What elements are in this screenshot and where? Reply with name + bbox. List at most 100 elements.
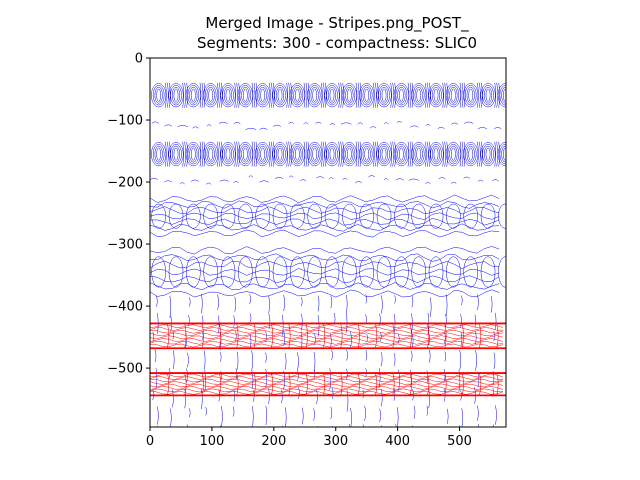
blue-contour-oval — [151, 142, 167, 167]
blue-contour-segment — [474, 331, 477, 345]
blue-contour-segment — [184, 388, 186, 409]
blue-contour-oval — [393, 142, 409, 167]
blue-contour-oval — [468, 88, 474, 102]
blue-contour-oval — [393, 83, 409, 108]
blue-contour-wave — [150, 268, 500, 276]
blue-contour-oval — [255, 203, 270, 229]
blue-contour-oval — [243, 88, 248, 102]
blue-contour-oval — [342, 203, 357, 229]
blue-contour-line — [340, 82, 342, 108]
blue-contour-oval — [451, 88, 456, 102]
blue-contour-oval — [239, 143, 252, 165]
blue-contour-line — [234, 82, 236, 108]
blue-contour-oval — [449, 145, 458, 163]
blue-contour-line — [323, 141, 325, 167]
blue-contour-oval — [272, 142, 288, 167]
blue-contour-oval — [466, 86, 475, 104]
blue-contour-line — [390, 141, 392, 167]
blue-contour-oval — [272, 83, 288, 108]
blue-contour-segment — [426, 405, 429, 416]
blue-contour-oval — [431, 86, 441, 104]
blue-contour-line — [236, 141, 238, 167]
blue-contour-oval — [501, 86, 506, 104]
blue-contour-segment — [316, 389, 318, 404]
blue-contour-oval — [312, 88, 318, 102]
blue-contour-oval — [220, 142, 236, 167]
x-tick-label: 300 — [323, 434, 348, 449]
blue-contour-line — [184, 82, 186, 108]
blue-contour-segment — [217, 294, 219, 310]
blue-contour-segment — [265, 331, 267, 342]
blue-contour-band-2 — [151, 121, 502, 130]
blue-contour-oval — [206, 86, 215, 104]
blue-contour-segment — [281, 389, 283, 404]
blue-contour-line — [357, 141, 360, 167]
blue-contour-oval — [463, 256, 478, 288]
blue-contour-segment — [492, 424, 495, 427]
blue-contour-segment — [381, 295, 383, 314]
blue-contour-line — [442, 82, 444, 108]
blue-contour-line — [201, 82, 204, 108]
blue-contour-oval — [399, 147, 404, 161]
blue-contour-oval — [225, 147, 231, 161]
blue-contour-segment — [364, 405, 366, 421]
blue-contour-segment — [317, 314, 320, 337]
blue-contour-oval — [451, 147, 456, 161]
blue-contour-segment — [169, 295, 172, 318]
red-contour-divider — [219, 372, 222, 396]
blue-contour-segment — [378, 368, 381, 388]
blue-contour-oval — [394, 256, 409, 288]
y-tick-label: −400 — [107, 300, 143, 315]
blue-contour-oval — [241, 145, 250, 163]
red-contour-divider — [323, 372, 326, 396]
blue-contour-dash — [342, 177, 348, 180]
blue-contour-segment — [185, 332, 187, 349]
blue-contour-oval — [156, 88, 161, 102]
blue-contour-dash — [233, 181, 239, 184]
blue-contour-oval — [430, 143, 442, 165]
y-tick-label: 0 — [135, 52, 143, 67]
blue-contour-segment — [379, 313, 381, 326]
blue-contour-dash — [329, 123, 336, 126]
blue-contour-oval — [497, 83, 506, 108]
blue-contour-oval — [154, 145, 163, 163]
blue-contour-oval — [289, 142, 305, 167]
blue-contour-line — [286, 82, 288, 108]
blue-contour-oval — [203, 83, 219, 108]
blue-contour-oval — [381, 147, 387, 161]
blue-contour-line — [251, 141, 254, 167]
blue-contour-dash — [410, 125, 419, 128]
blue-contour-dash — [369, 126, 377, 129]
blue-contour-oval — [397, 86, 406, 104]
red-contour-band-0 — [150, 322, 506, 350]
blue-contour-segment — [283, 294, 285, 312]
red-contour-line — [150, 378, 503, 383]
blue-contour-line — [338, 141, 340, 167]
blue-contour-segment — [170, 408, 172, 427]
blue-contour-line — [340, 141, 342, 167]
blue-contour-dash — [451, 122, 459, 125]
blue-contour-oval — [414, 86, 423, 104]
blue-contour-line — [182, 141, 184, 167]
red-contour-divider — [461, 372, 464, 396]
blue-contour-oval — [308, 143, 321, 165]
blue-contour-oval — [411, 256, 426, 288]
blue-contour-oval — [345, 145, 354, 163]
blue-contour-dash — [164, 124, 173, 127]
blue-contour-oval — [445, 142, 461, 167]
blue-contour-line — [461, 141, 464, 167]
blue-contour-line — [165, 82, 167, 108]
blue-contour-oval — [326, 143, 338, 165]
blue-contour-line — [199, 82, 202, 108]
red-contour-line — [150, 329, 503, 334]
blue-contour-segment — [205, 406, 207, 416]
blue-contour-oval — [501, 145, 506, 163]
blue-contour-segment — [380, 388, 383, 407]
blue-contour-segment — [297, 370, 299, 381]
blue-contour-oval — [411, 83, 427, 108]
blue-contour-segment — [493, 352, 496, 370]
blue-contour-oval — [274, 143, 286, 165]
blue-contour-line — [390, 82, 392, 108]
blue-contour-oval — [397, 145, 406, 163]
